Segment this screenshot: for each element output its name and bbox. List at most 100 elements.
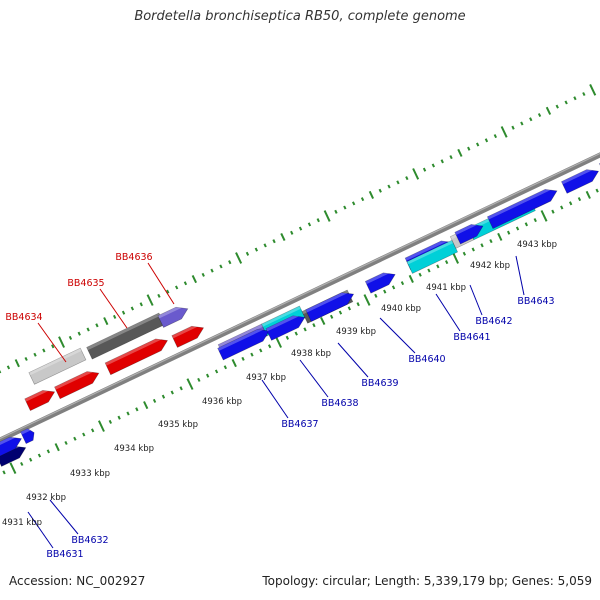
scale-label: 4936 kbp [202,397,242,407]
tick [408,274,414,284]
tick [117,415,121,420]
tick [387,184,391,189]
scale-label: 4938 kbp [291,349,331,359]
tick [493,134,498,139]
gene-arrow [406,239,458,274]
reverse-label: BB4632 [71,535,108,546]
tick [577,197,582,202]
reverse-label: BB4640 [408,354,445,365]
backbone-line [0,152,600,443]
tick [290,230,294,235]
tick [130,306,135,311]
tick [475,142,480,147]
tick [191,274,198,284]
tick [471,247,475,252]
tick [267,344,272,349]
tick [489,239,493,244]
tick [573,96,577,101]
tick [97,420,105,432]
scale-label: 4932 kbp [26,493,66,503]
tick [228,260,232,265]
tick-marks [0,83,600,475]
tick [28,457,33,462]
tick-row-lower [2,188,599,475]
gene-arrow [0,436,22,458]
tick [42,348,46,353]
tick [235,252,243,264]
tick [108,419,113,424]
tick [263,243,267,248]
reverse-leader [379,317,416,354]
tick [186,378,194,390]
tick [480,243,484,248]
tick [564,100,568,105]
tick [2,470,6,475]
gene-arrow [486,189,558,229]
tick [103,317,109,326]
tick [139,302,143,307]
tick [589,83,597,96]
tick [457,148,463,157]
tick [595,188,599,193]
forward-label: BB4635 [67,278,104,289]
tick [368,190,375,200]
tick [431,163,436,168]
reverse-label: BB4641 [453,332,490,343]
reverse-leader [261,379,289,419]
tick [338,310,343,315]
scale-label: 4939 kbp [336,327,376,337]
tick [20,461,24,466]
tick [285,335,290,340]
tick [135,407,139,412]
tick [161,394,166,399]
tick [201,272,205,277]
tick [551,209,555,214]
tick [51,344,55,349]
tick [462,251,467,256]
tick [391,285,396,290]
tick [205,373,210,378]
tick [146,294,154,306]
tick [452,252,460,264]
tick [274,336,283,348]
tick [90,428,95,433]
reverse-leader [515,255,525,296]
gene-arrow [20,428,35,445]
tick [183,281,188,286]
tick [422,167,427,172]
reverse-leader [337,342,369,378]
scale-label: 4935 kbp [158,420,198,430]
tick [537,113,542,118]
tick [197,377,201,382]
forward-leader [37,322,67,363]
tick [24,356,28,361]
tick [272,239,276,244]
tick [210,268,214,273]
tick [497,232,503,241]
reverse-label: BB4631 [46,549,83,560]
tick [312,323,316,328]
tick [351,201,356,206]
tick [440,159,444,164]
tick [533,218,537,223]
tick [64,440,68,445]
tick [529,117,533,122]
tick [37,453,42,458]
tick [307,222,312,227]
tick [427,268,431,273]
tick [320,316,326,326]
scale-label: 4934 kbp [114,444,154,454]
tick [214,369,219,374]
tick [323,210,331,222]
tick [568,201,573,206]
tick [73,436,77,441]
tick [9,462,17,475]
tick [166,289,170,294]
scale-label: 4943 kbp [517,240,557,250]
backbone-highlight [0,152,600,440]
tick [343,205,347,210]
tick [241,356,245,361]
forward-leader [147,262,175,305]
tick [157,293,161,298]
